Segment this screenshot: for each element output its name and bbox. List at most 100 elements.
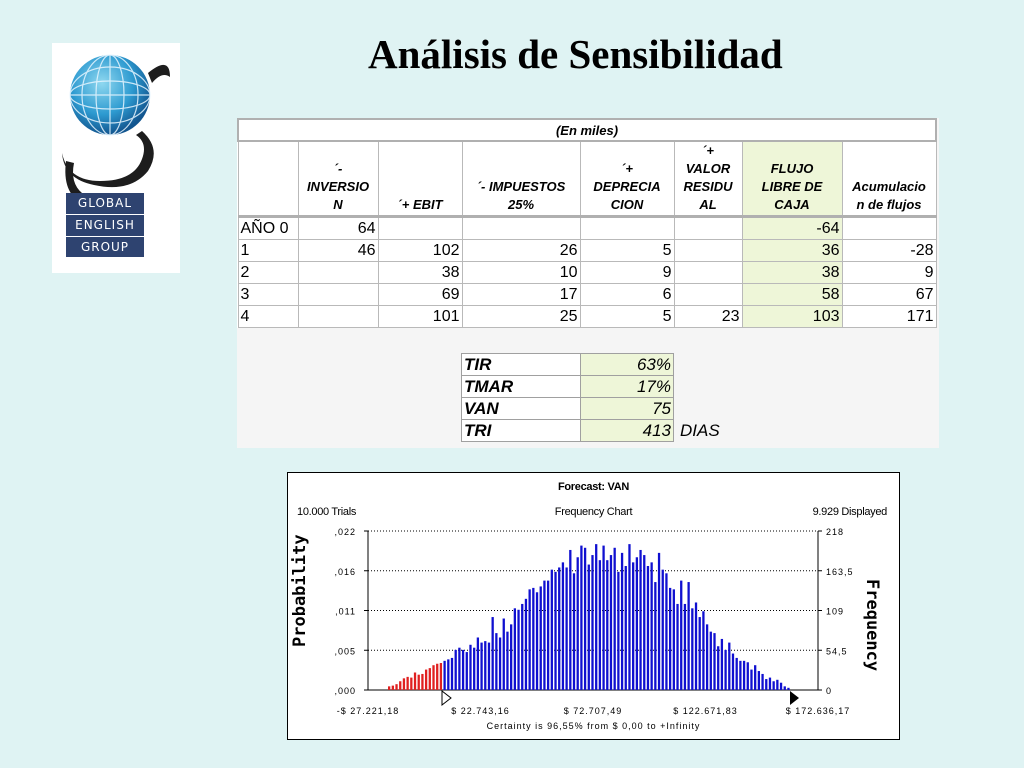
- metric-value: 17%: [580, 375, 674, 398]
- y-tick-label-right: 163,5: [826, 567, 854, 577]
- y-tick-label-left: ,016: [334, 567, 356, 577]
- table-cell: [461, 216, 581, 240]
- y-tick-label-right: 218: [826, 527, 844, 537]
- histogram-bar: [550, 569, 553, 690]
- histogram-bar: [787, 687, 790, 690]
- histogram-bar: [546, 580, 550, 690]
- metric-value: 63%: [580, 353, 674, 376]
- histogram-bar: [698, 617, 701, 690]
- histogram-bar: [668, 587, 672, 690]
- histogram-bar: [680, 580, 683, 690]
- y-tick-label-left: ,000: [334, 686, 356, 696]
- table-cell: 9: [841, 261, 937, 284]
- y-tick-label-left: ,011: [335, 607, 356, 617]
- histogram-bar: [461, 649, 465, 690]
- header-cell-5: ´+ VALOR RESIDU AL: [673, 140, 743, 218]
- histogram-bar: [643, 555, 646, 690]
- row-label-cell: AÑO 0: [237, 216, 299, 240]
- histogram-bar: [624, 566, 627, 690]
- histogram-bar: [473, 647, 476, 690]
- histogram-bar: [432, 665, 435, 690]
- histogram-bar: [487, 642, 491, 690]
- histogram-bar: [750, 669, 753, 690]
- histogram-bar: [650, 562, 653, 690]
- header-line: CAJA: [774, 197, 810, 212]
- globe-g-icon: [62, 54, 170, 203]
- histogram-bar: [524, 598, 528, 690]
- histogram-bar: [632, 562, 635, 690]
- table-row: 3 69 17 6 58 67: [237, 283, 937, 306]
- metric-unit: [674, 398, 743, 420]
- histogram-bar: [776, 679, 779, 690]
- table-caption-row: (En miles): [237, 118, 937, 142]
- histogram-bar: [613, 547, 616, 690]
- table-cell: 26: [461, 239, 581, 262]
- certainty-right-grabber: [790, 691, 799, 705]
- histogram-bar: [543, 580, 546, 690]
- table-cell: 6: [579, 283, 675, 306]
- table-cell: [297, 305, 379, 328]
- row-label-cell: 3: [237, 283, 299, 306]
- table-cell: [673, 261, 743, 284]
- header-line: INVERSIO: [306, 179, 370, 194]
- histogram-bar: [513, 608, 516, 690]
- page-title: Análisis de Sensibilidad: [368, 31, 783, 77]
- histogram-bar: [602, 545, 605, 690]
- sensitivity-table-panel: (En miles) ´- INVERSIO N ´+ EBIT ´- IMPUESTO…: [237, 118, 939, 448]
- header-cell-0: [237, 140, 299, 218]
- row-label-cell: 4: [237, 305, 299, 328]
- header-line: 25%: [507, 197, 535, 212]
- metric-value: 413: [580, 419, 674, 442]
- table-cell: [377, 216, 463, 240]
- histogram-bar: [447, 659, 450, 690]
- histogram-bar: [565, 567, 568, 690]
- header-cell-4: ´+ DEPRECIA CION: [579, 140, 675, 218]
- histogram-bar: [554, 571, 557, 690]
- metric-label: TIR: [461, 353, 581, 376]
- histogram-bar: [746, 662, 749, 690]
- histogram-bar: [424, 669, 428, 690]
- header-cell-6: FLUJO LIBRE DE CAJA: [741, 140, 843, 218]
- y-axis-right-label: Frequency: [862, 579, 882, 672]
- histogram-bar: [450, 657, 454, 690]
- histogram-bar: [399, 681, 402, 690]
- metric-row: TMAR 17%: [461, 375, 743, 398]
- header-line: n de flujos: [856, 197, 922, 212]
- histogram-bar: [495, 633, 498, 690]
- table-cell: -28: [841, 239, 937, 262]
- metric-unit: [674, 376, 743, 398]
- histogram-bar: [510, 624, 513, 690]
- metric-row: TIR 63%: [461, 353, 743, 376]
- logo-word-2: ENGLISH: [66, 215, 144, 237]
- metric-value: 75: [580, 397, 674, 420]
- histogram-bar: [580, 545, 583, 690]
- table-cell: -64: [741, 216, 843, 240]
- histogram-bar: [672, 589, 675, 690]
- histogram-bar: [713, 633, 716, 690]
- y-tick-label-right: 0: [826, 686, 832, 696]
- histogram-bar: [709, 631, 712, 690]
- histogram-bar: [683, 603, 687, 690]
- header-line: AL: [699, 197, 717, 212]
- histogram-bar: [691, 608, 694, 690]
- header-line: ´- IMPUESTOS: [476, 179, 566, 194]
- metrics-table: TIR 63% TMAR 17% VAN 75 TRI 413 DIAS: [461, 353, 743, 442]
- histogram-bar: [635, 557, 639, 690]
- y-tick-label-left: ,022: [334, 527, 356, 537]
- histogram-bar: [410, 677, 413, 690]
- table-row: 4 101 25 5 23 103 171: [237, 305, 937, 328]
- trials-count: 10.000 Trials: [297, 506, 357, 518]
- header-line: VALOR: [685, 161, 731, 176]
- histogram-bar: [443, 660, 446, 690]
- certainty-text: Certainty is 96,55% from $ 0,00 to +Infi…: [486, 721, 701, 731]
- logo-word-1: GLOBAL: [66, 193, 144, 215]
- table-cell: [579, 216, 675, 240]
- histogram-bar: [406, 676, 409, 690]
- histogram-bar: [606, 560, 609, 690]
- histogram-bar: [646, 566, 650, 690]
- table-cell: 171: [841, 305, 937, 328]
- x-tick-label: -$ 27.221,18: [337, 706, 400, 716]
- displayed-count: 9.929 Displayed: [812, 506, 888, 518]
- y-tick-label-right: 54,5: [826, 646, 848, 656]
- histogram-bar: [754, 665, 757, 690]
